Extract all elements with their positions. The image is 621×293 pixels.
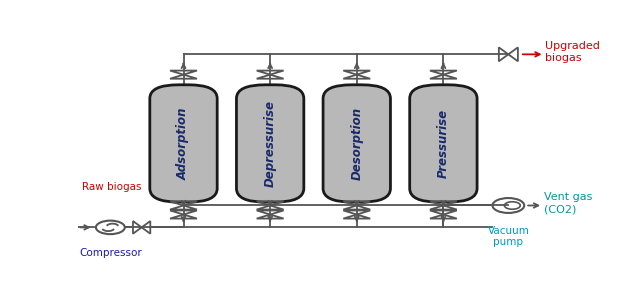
Text: Depressurise: Depressurise [264, 100, 276, 187]
FancyBboxPatch shape [150, 85, 217, 202]
Text: Compressor: Compressor [79, 248, 142, 258]
Text: Upgraded
biogas: Upgraded biogas [545, 41, 601, 63]
Text: Desorption: Desorption [350, 107, 363, 180]
Text: Pressurise: Pressurise [437, 109, 450, 178]
FancyBboxPatch shape [237, 85, 304, 202]
Text: Vent gas
(CO2): Vent gas (CO2) [545, 192, 593, 214]
Text: Vacuum
pump: Vacuum pump [487, 226, 529, 247]
Text: Raw biogas: Raw biogas [83, 182, 142, 192]
Text: Adsorption: Adsorption [177, 107, 190, 180]
FancyBboxPatch shape [323, 85, 391, 202]
FancyBboxPatch shape [410, 85, 477, 202]
